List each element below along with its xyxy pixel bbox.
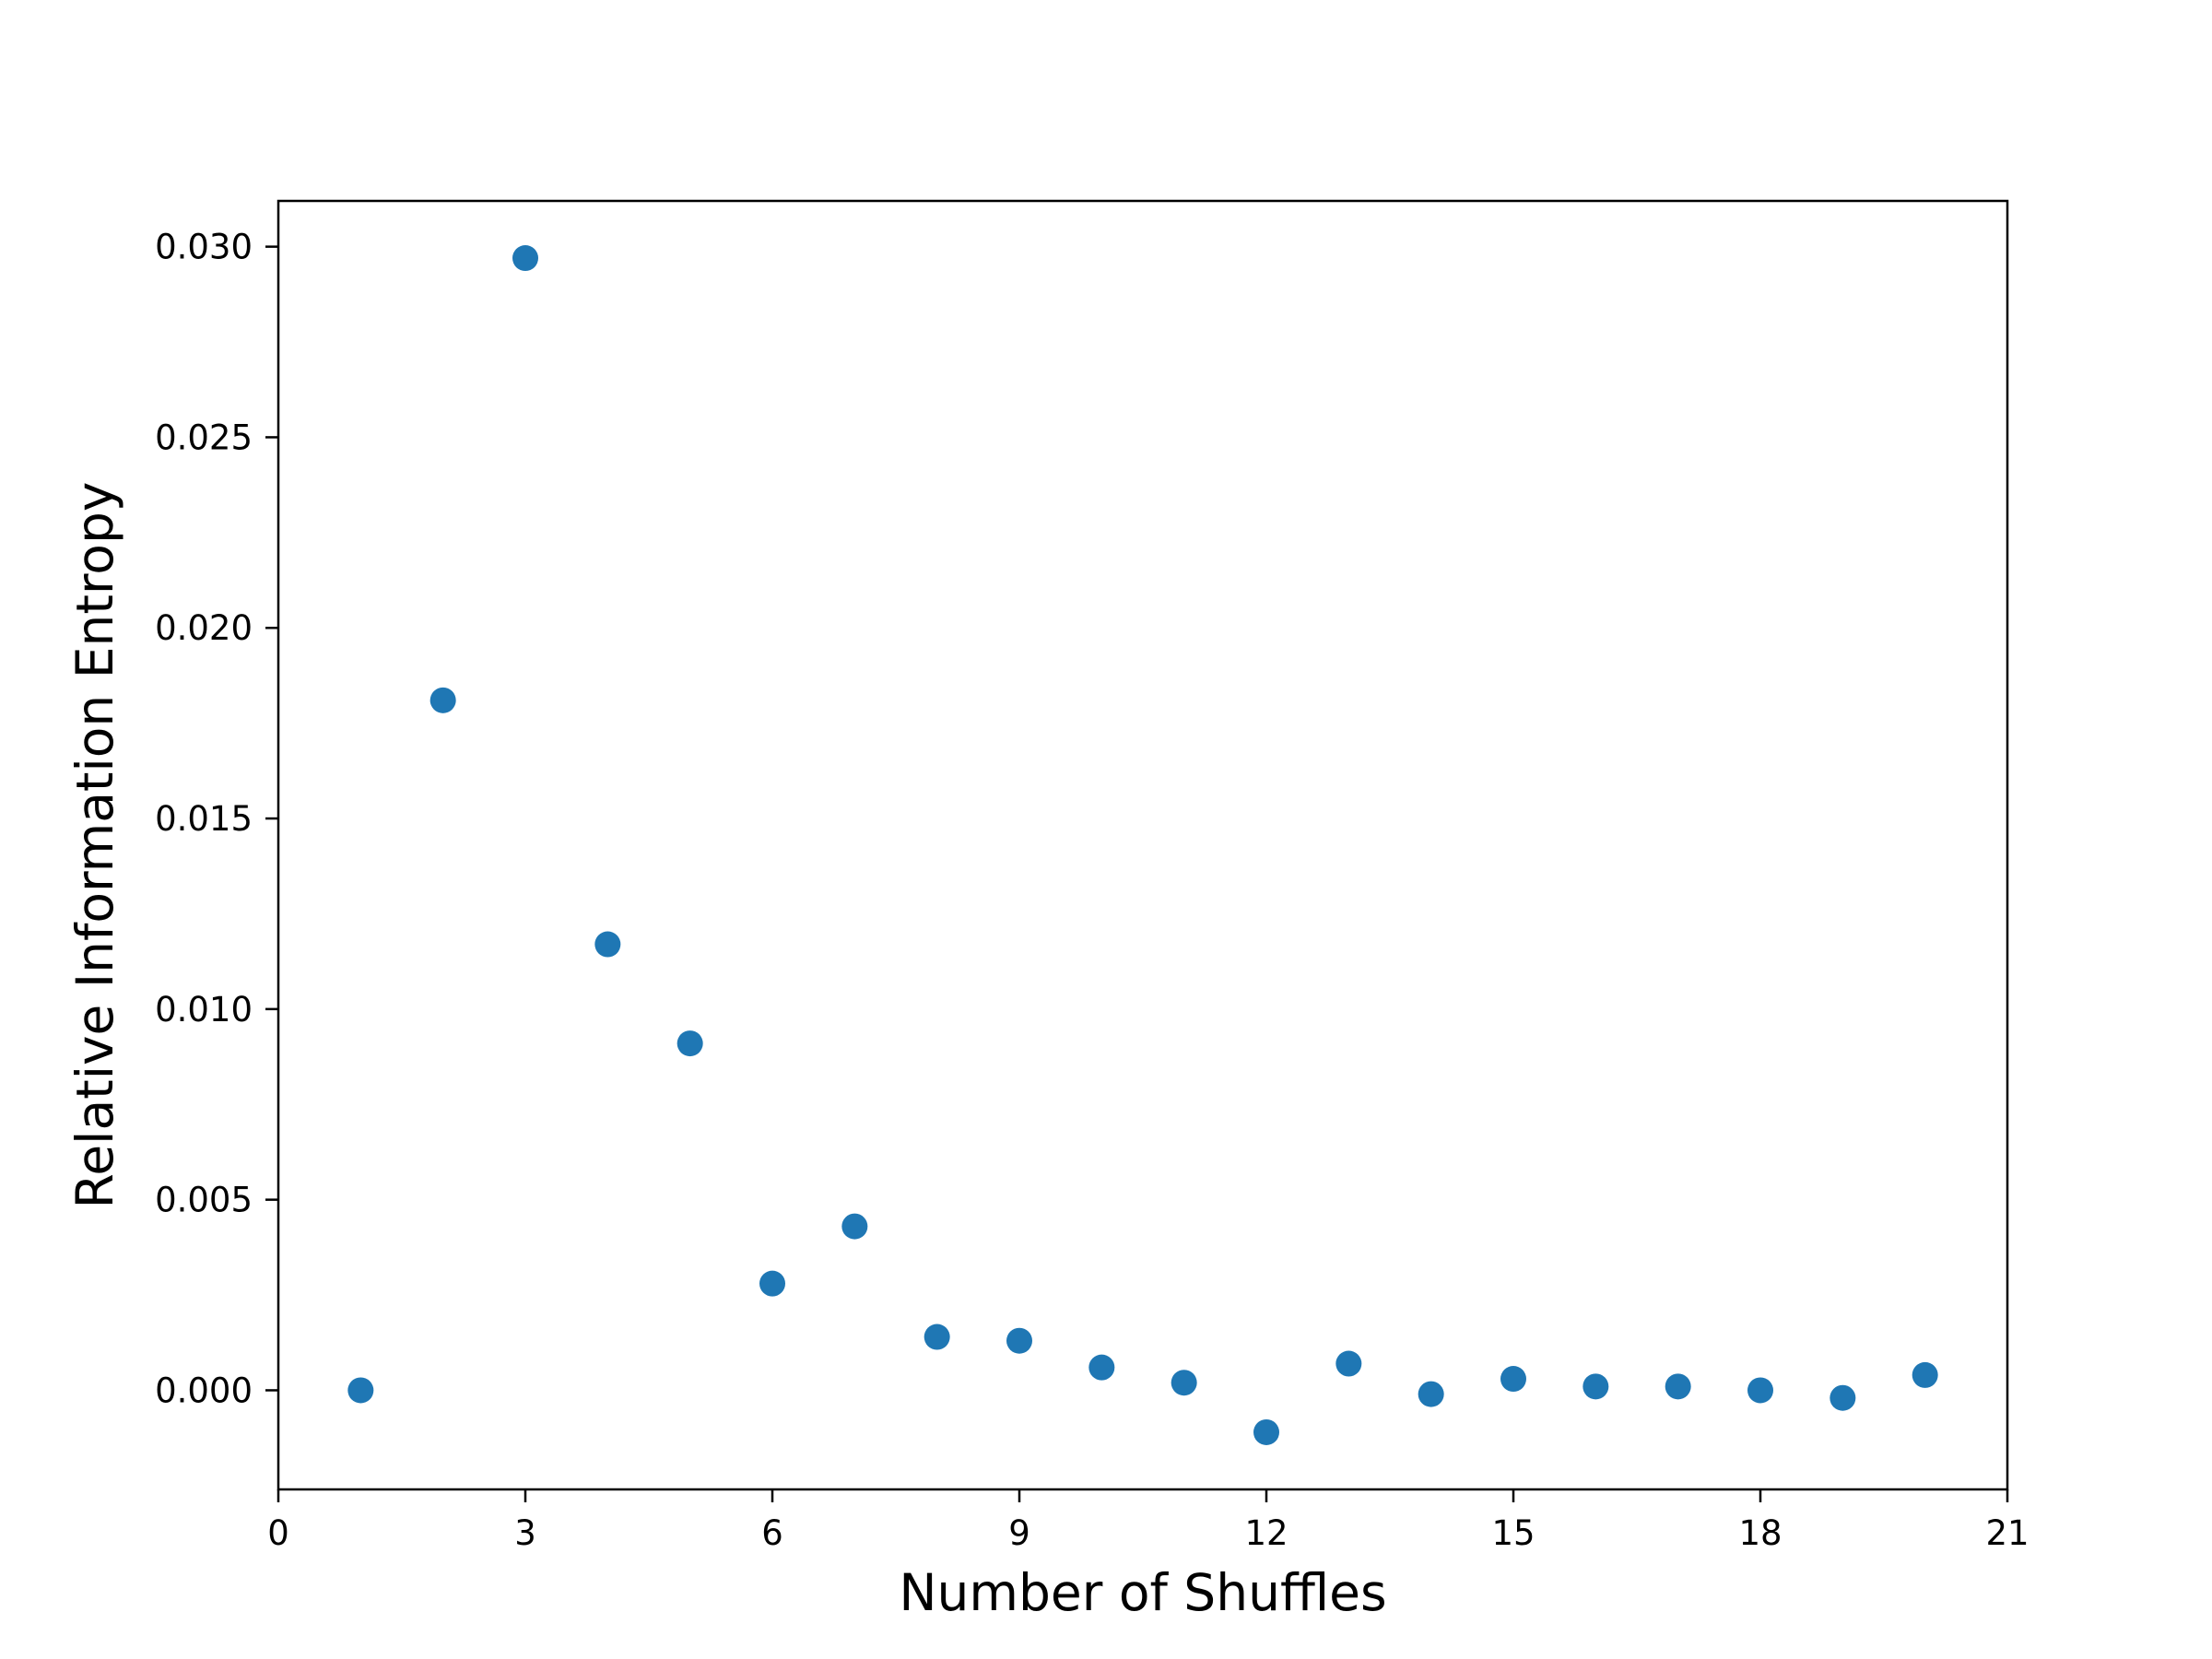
- data-point: [924, 1324, 950, 1350]
- x-tick-label: 0: [267, 1513, 289, 1553]
- data-points: [347, 245, 1938, 1445]
- x-tick-label: 18: [1738, 1513, 1782, 1553]
- y-tick-label: 0.000: [155, 1371, 253, 1410]
- data-point: [677, 1030, 703, 1057]
- data-point: [1006, 1327, 1032, 1354]
- data-point: [1830, 1384, 1856, 1411]
- data-point: [1747, 1377, 1773, 1404]
- data-point: [1583, 1373, 1609, 1400]
- data-point: [1665, 1373, 1691, 1400]
- y-tick-label: 0.005: [155, 1181, 253, 1220]
- x-tick-label: 21: [1985, 1513, 2029, 1553]
- y-axis-ticks: 0.000 0.005 0.010 0.015 0.020 0.025 0.030: [155, 228, 278, 1410]
- x-tick-label: 9: [1008, 1513, 1030, 1553]
- plot-area: [278, 201, 2007, 1489]
- x-tick-label: 12: [1244, 1513, 1288, 1553]
- data-point: [1253, 1418, 1279, 1445]
- data-point: [1335, 1350, 1362, 1377]
- data-point: [594, 931, 621, 958]
- data-point: [1912, 1361, 1938, 1388]
- y-tick-label: 0.030: [155, 228, 253, 267]
- data-point: [429, 687, 456, 713]
- data-point: [1088, 1354, 1115, 1381]
- data-point: [512, 245, 538, 272]
- x-axis-ticks: 0 3 6 9 12 15 18 21: [267, 1489, 2030, 1553]
- data-point: [1171, 1370, 1197, 1396]
- y-axis-label: Relative Information Entropy: [65, 482, 124, 1209]
- x-tick-label: 6: [761, 1513, 783, 1553]
- y-tick-label: 0.020: [155, 608, 253, 648]
- y-tick-label: 0.025: [155, 418, 253, 457]
- plot-frame: [276, 199, 2009, 1491]
- y-tick-label: 0.010: [155, 990, 253, 1030]
- x-axis-label: Number of Shuffles: [899, 1563, 1386, 1622]
- data-point: [759, 1270, 785, 1297]
- y-tick-label: 0.015: [155, 799, 253, 839]
- data-point: [347, 1377, 374, 1404]
- data-point: [1500, 1366, 1526, 1393]
- x-tick-label: 15: [1491, 1513, 1535, 1553]
- x-tick-label: 3: [514, 1513, 536, 1553]
- data-point: [841, 1213, 868, 1240]
- data-point: [1418, 1381, 1444, 1407]
